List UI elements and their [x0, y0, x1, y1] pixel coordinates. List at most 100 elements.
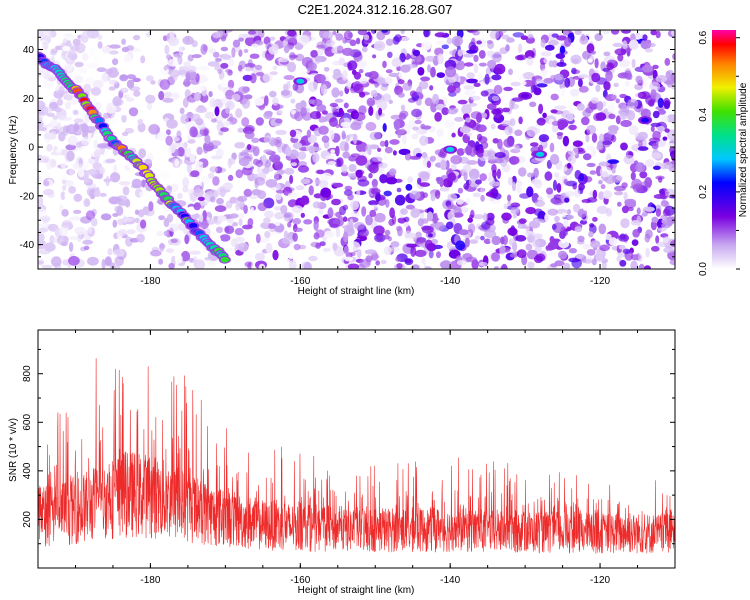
heatmap-cell [341, 130, 346, 140]
heatmap-cell [292, 142, 303, 150]
heatmap-cell [237, 64, 243, 72]
heatmap-cell [193, 259, 206, 269]
heatmap-cell [463, 183, 469, 190]
heatmap-cell [416, 237, 426, 245]
heatmap-cell [332, 60, 343, 66]
heatmap-cell [577, 74, 590, 79]
heatmap-cell [556, 62, 567, 67]
y-tick-label: 20 [23, 94, 35, 105]
heatmap-cell [254, 176, 266, 186]
heatmap-cell [461, 104, 472, 115]
heatmap-cell [148, 124, 160, 135]
heatmap-cell [60, 241, 68, 247]
heatmap-cell [291, 205, 304, 214]
heatmap-cell [276, 104, 284, 109]
heatmap-cell [57, 90, 68, 95]
heatmap-cell [218, 131, 224, 136]
heatmap-cell [552, 179, 558, 191]
heatmap-cell [344, 256, 353, 262]
heatmap-cell [368, 200, 379, 206]
heatmap-cell [288, 259, 297, 269]
heatmap-cell [621, 30, 631, 34]
heatmap-cell [591, 72, 601, 83]
heatmap-cell [274, 221, 281, 226]
heatmap-cell [432, 93, 440, 105]
snr-series [38, 358, 675, 554]
heatmap-cell [489, 181, 501, 187]
heatmap-cell [183, 61, 191, 67]
y-tick-label: 200 [22, 511, 33, 528]
heatmap-cell [534, 199, 546, 207]
heatmap-cell [457, 187, 464, 194]
heatmap-cell [182, 35, 194, 45]
heatmap-cell [434, 112, 442, 122]
heatmap-cell [207, 219, 216, 225]
heatmap-cell [507, 200, 512, 206]
heatmap-cell [614, 48, 627, 56]
y-tick-label: 40 [23, 45, 35, 56]
heatmap-cell [619, 59, 630, 68]
heatmap-cell [448, 75, 456, 83]
heatmap-cell [450, 163, 457, 171]
heatmap-cell [208, 172, 215, 179]
heatmap-cell [492, 51, 502, 63]
heatmap-cell [123, 54, 132, 63]
heatmap-cell [265, 242, 273, 254]
heatmap-cell [161, 170, 171, 181]
heatmap-cell [217, 69, 222, 74]
heatmap-cell [298, 34, 310, 46]
heatmap-cell [300, 178, 311, 185]
heatmap-cell [322, 247, 331, 252]
heatmap-cell [608, 237, 618, 246]
heatmap-cell [617, 201, 622, 207]
heatmap-cell [258, 263, 266, 269]
heatmap-cell [518, 116, 523, 125]
heatmap-cell [501, 212, 512, 221]
heatmap-cell [264, 95, 269, 107]
heatmap-cell [521, 150, 527, 158]
heatmap-cell [110, 172, 121, 183]
heatmap-cell [216, 215, 227, 222]
heatmap-cell [663, 216, 675, 226]
heatmap-cell [417, 218, 424, 227]
heatmap-cell [166, 119, 178, 129]
heatmap-cell [146, 32, 152, 38]
heatmap-cell [480, 187, 485, 193]
heatmap-cell [355, 155, 368, 166]
heatmap-cell [429, 85, 434, 91]
heatmap-cell [652, 165, 661, 170]
heatmap-cell [41, 217, 50, 224]
heatmap-cell [568, 124, 577, 131]
heatmap-cell [289, 54, 298, 59]
heatmap-cell [290, 162, 298, 167]
heatmap-cell [121, 131, 129, 137]
heatmap-cell [212, 176, 220, 186]
heatmap-cell [112, 219, 118, 228]
heatmap-cell [508, 156, 520, 165]
heatmap-cell [370, 89, 378, 98]
heatmap-cell [38, 175, 42, 182]
heatmap-cell [101, 45, 111, 54]
heatmap-cell [572, 203, 581, 213]
heatmap-cell [331, 47, 338, 54]
heatmap-cell [212, 51, 220, 58]
heatmap-cell [483, 238, 492, 245]
heatmap-cell [389, 168, 397, 176]
heatmap-cell [544, 213, 550, 222]
heatmap-cell [193, 202, 201, 211]
heatmap-cell [537, 210, 546, 221]
heatmap-cell [159, 79, 171, 90]
heatmap-cell [480, 235, 485, 241]
heatmap-cell [142, 206, 150, 216]
heatmap-cell [38, 30, 44, 37]
heatmap-cell [463, 85, 475, 90]
heatmap-cell [635, 75, 643, 84]
heatmap-cell [509, 118, 516, 127]
heatmap-cell [315, 55, 322, 63]
heatmap-cell [551, 33, 559, 38]
heatmap-y-ticks: 40 20 0 -20 -40 [20, 36, 675, 258]
heatmap-cell [445, 66, 457, 78]
heatmap-cell [426, 243, 437, 252]
heatmap-cell [607, 159, 620, 164]
heatmap-cell [73, 118, 84, 124]
